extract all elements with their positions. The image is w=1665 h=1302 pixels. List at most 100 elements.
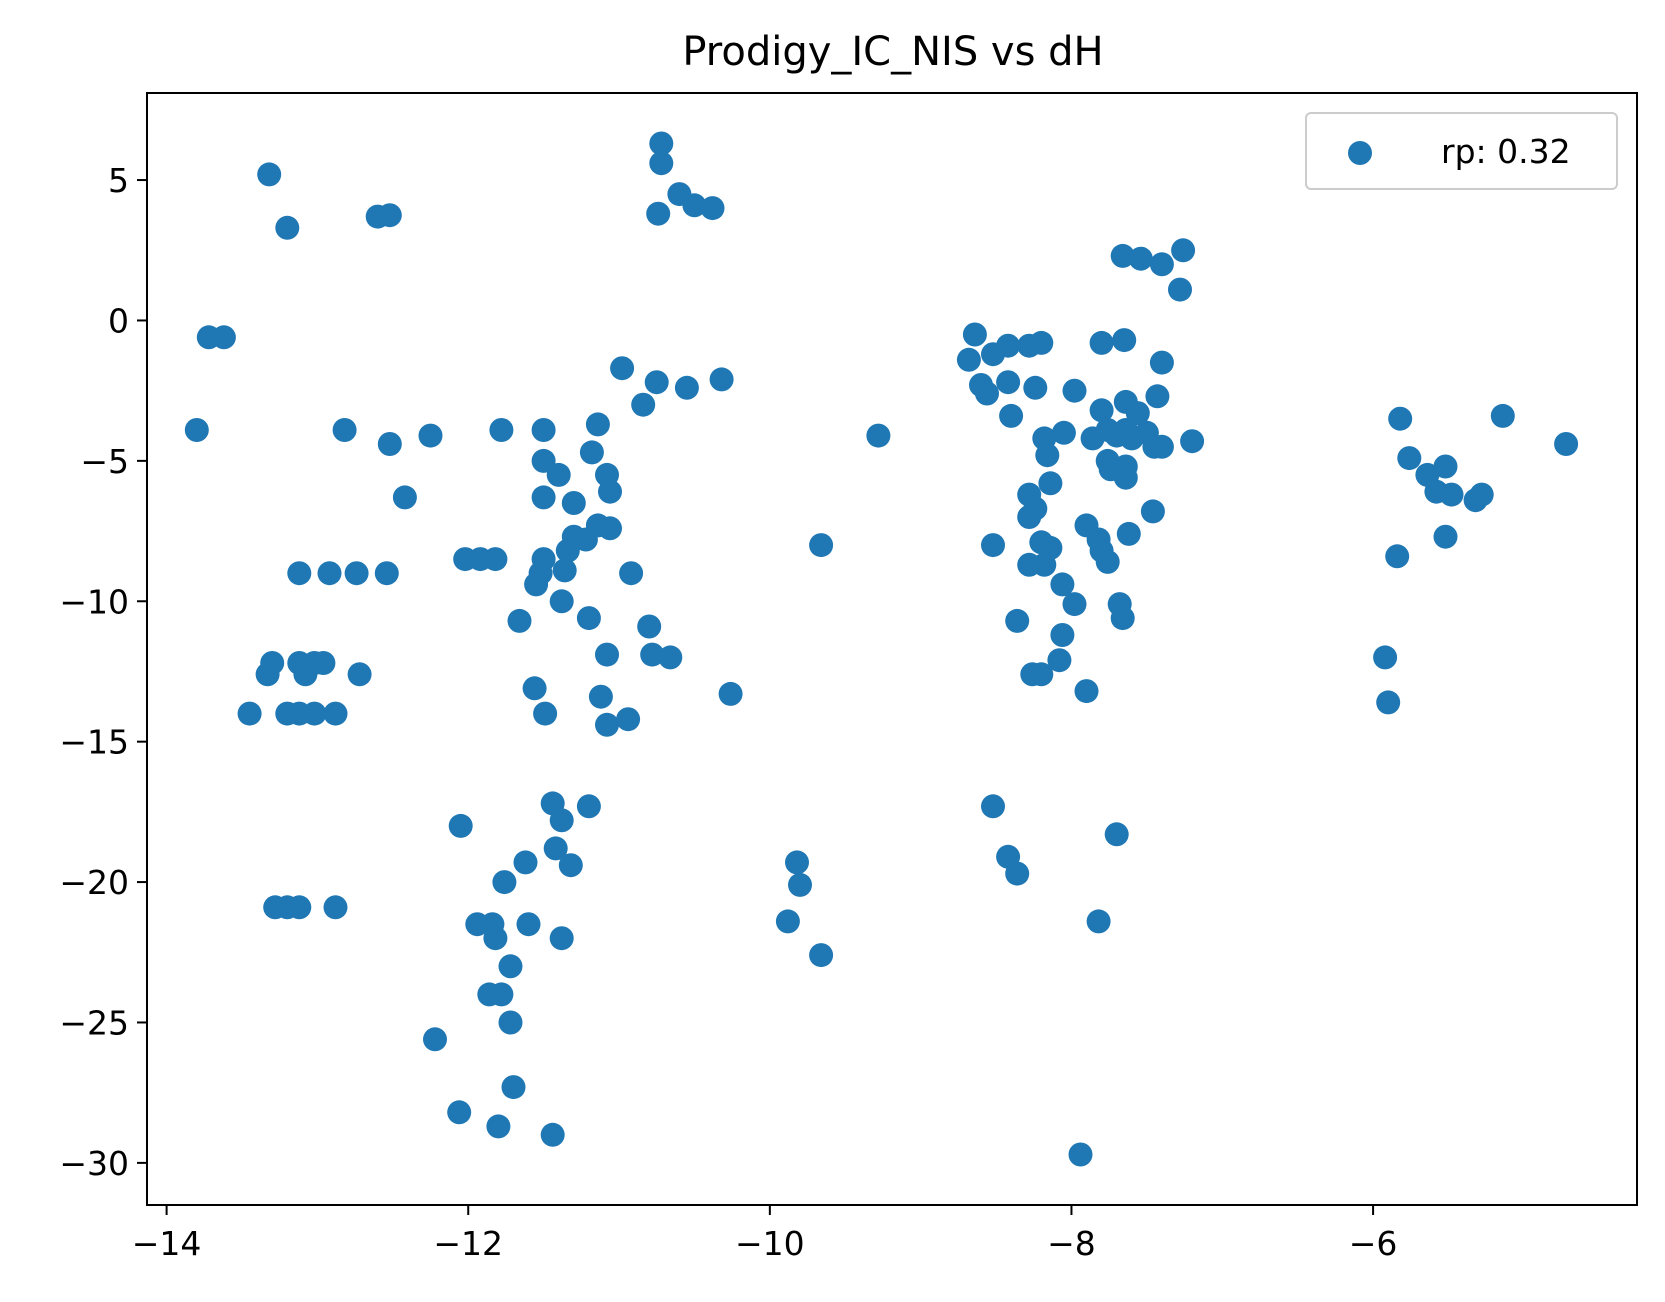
data-point <box>533 701 558 726</box>
points-layer <box>184 131 1579 1167</box>
data-point <box>323 701 348 726</box>
data-point <box>1140 499 1165 524</box>
data-point <box>1145 384 1170 409</box>
data-point <box>522 676 547 701</box>
data-point <box>317 561 342 586</box>
data-point <box>1433 524 1458 549</box>
data-point <box>1433 454 1458 479</box>
data-point <box>1089 330 1114 355</box>
data-point <box>1038 471 1063 496</box>
data-point <box>981 794 1005 819</box>
data-point <box>1005 608 1030 633</box>
data-point <box>1074 679 1099 704</box>
data-point <box>423 1027 447 1052</box>
data-point <box>513 850 538 875</box>
y-axis: 5 0 −5 −10 −15 −20 −25 −30 <box>59 161 147 1183</box>
data-point <box>718 681 743 706</box>
data-point <box>489 418 514 442</box>
data-point <box>585 412 610 437</box>
data-point <box>1149 252 1174 277</box>
data-point <box>598 479 622 504</box>
data-point <box>649 151 674 176</box>
data-point <box>1554 432 1579 456</box>
data-point <box>809 533 834 558</box>
data-point <box>377 432 402 456</box>
data-point <box>1047 648 1072 673</box>
data-point <box>1149 434 1174 459</box>
data-point <box>489 982 514 1007</box>
data-point <box>975 381 999 406</box>
data-point <box>552 558 577 583</box>
x-tick-label: −10 <box>735 1224 805 1263</box>
data-point <box>644 370 669 395</box>
data-point <box>531 448 556 473</box>
data-point <box>1050 623 1075 647</box>
y-tick-label: 0 <box>108 301 129 340</box>
data-point <box>507 608 532 633</box>
data-point <box>1113 465 1138 490</box>
data-point <box>1005 861 1030 886</box>
data-point <box>788 872 812 897</box>
data-point <box>619 561 644 586</box>
data-point <box>498 954 523 979</box>
data-point <box>492 870 517 895</box>
data-point <box>595 712 619 737</box>
data-point <box>1128 246 1153 271</box>
data-point <box>447 1100 472 1125</box>
x-tick-label: −12 <box>433 1224 503 1263</box>
data-point <box>486 1114 511 1139</box>
data-point <box>483 547 508 572</box>
data-point <box>588 684 613 709</box>
data-point <box>1373 645 1398 670</box>
data-point <box>543 836 568 861</box>
data-point <box>1110 606 1135 631</box>
data-point <box>682 193 707 218</box>
data-point <box>549 926 574 951</box>
data-point <box>540 1122 565 1147</box>
data-point <box>311 651 336 675</box>
y-tick-label: −5 <box>80 442 129 481</box>
data-point <box>483 926 508 951</box>
data-point <box>610 356 635 381</box>
x-tick-label: −6 <box>1349 1224 1398 1263</box>
data-point <box>1035 443 1060 468</box>
legend-label: rp: 0.32 <box>1441 132 1571 171</box>
data-point <box>332 418 357 442</box>
data-point <box>1116 521 1141 546</box>
data-point <box>501 1075 526 1100</box>
data-point <box>809 943 834 968</box>
data-point <box>1023 375 1048 400</box>
x-axis: −14 −12 −10 −8 −6 <box>132 1205 1398 1263</box>
data-point <box>637 614 662 639</box>
x-tick-label: −14 <box>132 1224 202 1263</box>
y-tick-label: 5 <box>108 161 129 200</box>
data-point <box>649 131 674 156</box>
legend: rp: 0.32 <box>1305 112 1618 190</box>
data-point <box>531 485 556 510</box>
data-point <box>1029 330 1054 355</box>
data-point <box>549 589 574 614</box>
data-point <box>561 491 586 515</box>
data-point <box>674 375 699 400</box>
data-point <box>1463 488 1488 513</box>
y-tick-label: −10 <box>59 582 129 621</box>
data-point <box>184 418 209 442</box>
data-point <box>962 322 987 347</box>
data-point <box>1062 378 1087 403</box>
data-point <box>549 808 574 833</box>
data-point <box>1376 690 1401 715</box>
data-point <box>999 403 1024 428</box>
y-tick-label: −25 <box>59 1003 129 1042</box>
data-point <box>558 853 583 878</box>
data-point <box>700 196 725 221</box>
data-point <box>1029 662 1054 687</box>
data-point <box>1385 544 1410 569</box>
data-point <box>1062 592 1087 617</box>
data-point <box>573 527 598 552</box>
data-point <box>709 367 734 392</box>
data-point <box>287 561 312 586</box>
data-point <box>956 347 981 372</box>
data-point <box>275 215 300 240</box>
data-point <box>866 423 891 448</box>
data-point <box>546 462 571 487</box>
